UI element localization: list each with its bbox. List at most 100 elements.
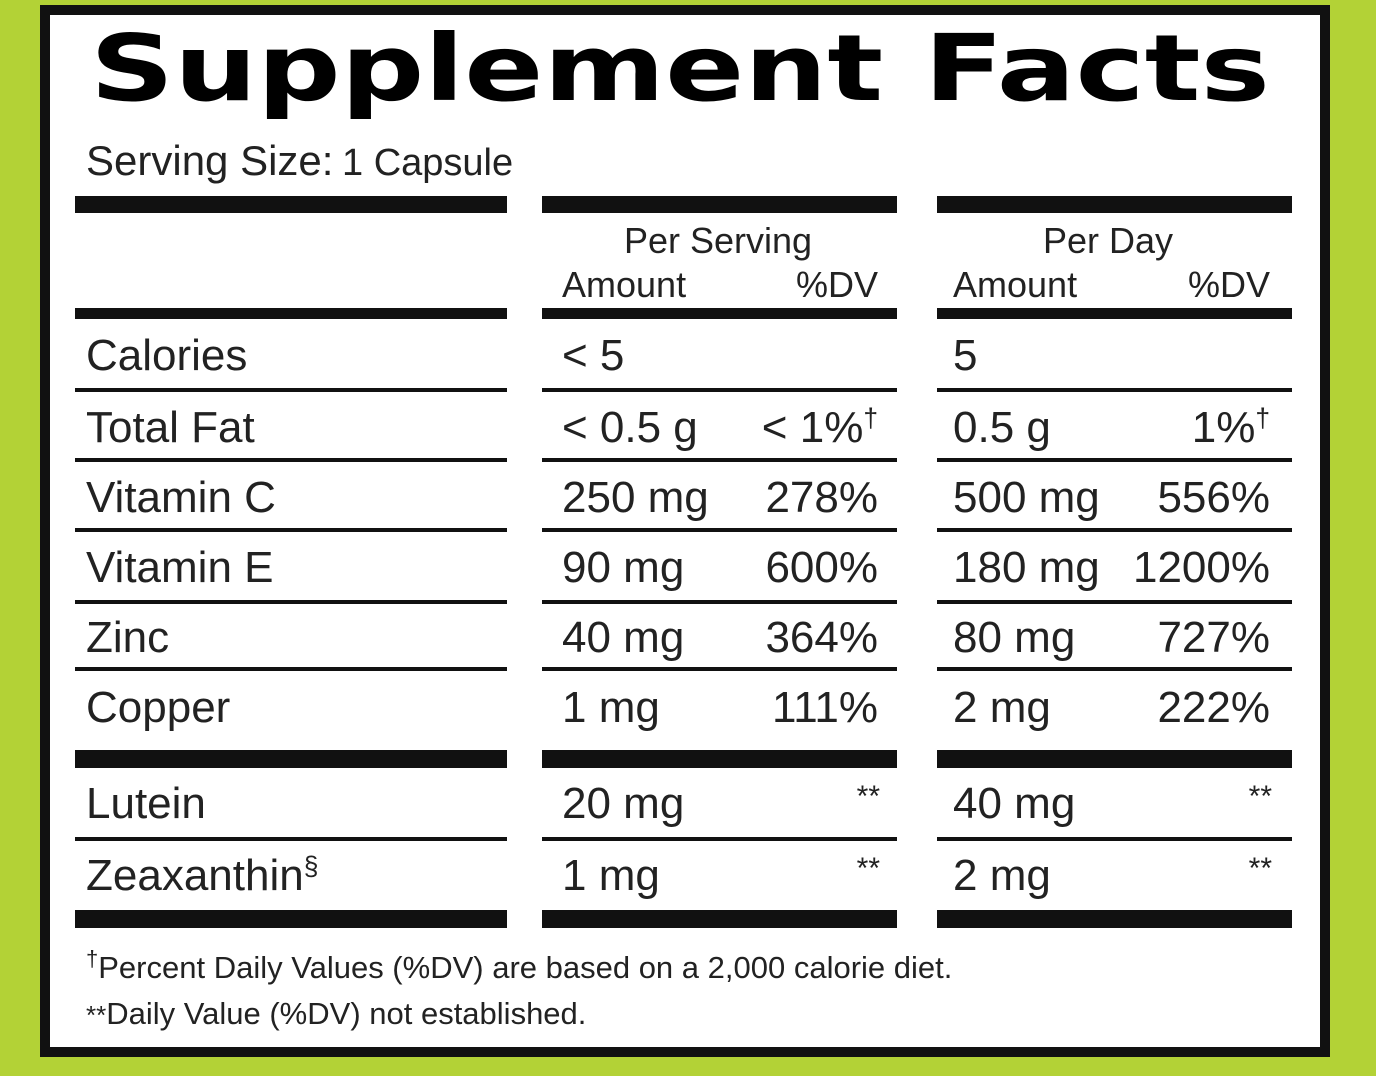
daily-value: 727% bbox=[1157, 613, 1270, 662]
text-part: ** bbox=[857, 780, 881, 813]
text-part: 1 Capsule bbox=[342, 142, 513, 184]
daily-value: 1%† bbox=[1192, 403, 1270, 452]
text-part: 364% bbox=[765, 613, 878, 662]
nutrient-name: Vitamin E bbox=[86, 543, 274, 592]
rule bbox=[75, 388, 507, 392]
text-part: 20 mg bbox=[562, 779, 684, 828]
footnote-mark: ** bbox=[86, 1000, 106, 1030]
amount: 5 bbox=[953, 331, 977, 380]
text-part: Vitamin C bbox=[86, 473, 276, 522]
rule bbox=[937, 196, 1292, 213]
text-part: 727% bbox=[1157, 613, 1270, 662]
rule bbox=[937, 750, 1292, 768]
amount: 80 mg bbox=[953, 613, 1075, 662]
rule bbox=[542, 196, 897, 213]
text-part: Amount bbox=[953, 264, 1077, 305]
rule bbox=[75, 308, 507, 319]
rule bbox=[542, 528, 897, 532]
text-part: 1% bbox=[1192, 403, 1256, 452]
amount: 20 mg bbox=[562, 779, 684, 828]
rule bbox=[75, 196, 507, 213]
dv-header: %DV bbox=[1188, 264, 1270, 305]
rule bbox=[75, 528, 507, 532]
text-part: 2 mg bbox=[953, 851, 1051, 900]
daily-value: 111% bbox=[772, 683, 878, 732]
amount: 40 mg bbox=[953, 779, 1075, 828]
amount: 90 mg bbox=[562, 543, 684, 592]
text-part: %DV bbox=[796, 264, 878, 305]
rule bbox=[937, 910, 1292, 928]
rule bbox=[75, 600, 507, 604]
text-part: 111% bbox=[772, 683, 878, 732]
text-part: 180 mg bbox=[953, 543, 1100, 592]
rule bbox=[542, 458, 897, 462]
amount-header: Amount bbox=[953, 264, 1077, 305]
superscript: † bbox=[863, 403, 878, 433]
text-part: 556% bbox=[1157, 473, 1270, 522]
rule bbox=[937, 837, 1292, 841]
rule bbox=[75, 750, 507, 768]
nutrient-name: Zeaxanthin§ bbox=[86, 851, 318, 900]
daily-value: < 1%† bbox=[762, 403, 878, 452]
amount: 250 mg bbox=[562, 473, 709, 522]
text-part: 250 mg bbox=[562, 473, 709, 522]
rule bbox=[75, 837, 507, 841]
text-part: Per Serving bbox=[624, 220, 812, 261]
nutrient-name: Zinc bbox=[86, 613, 169, 662]
rule bbox=[542, 910, 897, 928]
amount: 500 mg bbox=[953, 473, 1100, 522]
text-part: %DV bbox=[1188, 264, 1270, 305]
footnote: **Daily Value (%DV) not established. bbox=[86, 996, 586, 1031]
text-part: 278% bbox=[765, 473, 878, 522]
rule bbox=[542, 600, 897, 604]
text-part: < 0.5 g bbox=[562, 403, 698, 452]
text-part: 90 mg bbox=[562, 543, 684, 592]
superscript: § bbox=[304, 851, 319, 881]
text-part: 40 mg bbox=[953, 779, 1075, 828]
nutrient-name: Copper bbox=[86, 683, 230, 732]
rule bbox=[75, 910, 507, 928]
text-part: Zinc bbox=[86, 613, 169, 662]
text-part: 80 mg bbox=[953, 613, 1075, 662]
rule bbox=[937, 600, 1292, 604]
amount: 1 mg bbox=[562, 683, 660, 732]
rule bbox=[937, 308, 1292, 319]
daily-value: 222% bbox=[1157, 683, 1270, 732]
text-part: Amount bbox=[562, 264, 686, 305]
text-part: 1 mg bbox=[562, 851, 660, 900]
daily-value-na: ** bbox=[857, 852, 881, 885]
text-part: Serving Size: bbox=[86, 137, 333, 184]
text-part: 40 mg bbox=[562, 613, 684, 662]
rule bbox=[937, 667, 1292, 671]
text-part: 1200% bbox=[1133, 543, 1270, 592]
superscript: † bbox=[1255, 403, 1270, 433]
text-part: Per Day bbox=[1043, 220, 1173, 261]
nutrient-name: Calories bbox=[86, 331, 247, 380]
text-part: ** bbox=[857, 852, 881, 885]
rule bbox=[937, 458, 1292, 462]
daily-value: 364% bbox=[765, 613, 878, 662]
text-part: Vitamin E bbox=[86, 543, 274, 592]
footnote-text: Percent Daily Values (%DV) are based on … bbox=[98, 950, 952, 985]
nutrient-name: Vitamin C bbox=[86, 473, 276, 522]
daily-value-na: ** bbox=[1249, 780, 1273, 813]
text-part: < 5 bbox=[562, 331, 624, 380]
text-part: 600% bbox=[765, 543, 878, 592]
daily-value: 278% bbox=[765, 473, 878, 522]
amount: 0.5 g bbox=[953, 403, 1051, 452]
amount: < 0.5 g bbox=[562, 403, 698, 452]
column-group-title: Per Day bbox=[1043, 220, 1173, 261]
serving-size-value: 1 Capsule bbox=[342, 142, 513, 184]
rule bbox=[542, 667, 897, 671]
rule bbox=[75, 667, 507, 671]
column-group-title: Per Serving bbox=[624, 220, 812, 261]
rule bbox=[937, 528, 1292, 532]
amount: 40 mg bbox=[562, 613, 684, 662]
dv-header: %DV bbox=[796, 264, 878, 305]
text-part: < 1% bbox=[762, 403, 864, 452]
text-part: 5 bbox=[953, 331, 977, 380]
amount: 2 mg bbox=[953, 851, 1051, 900]
text-part: 2 mg bbox=[953, 683, 1051, 732]
amount: 180 mg bbox=[953, 543, 1100, 592]
